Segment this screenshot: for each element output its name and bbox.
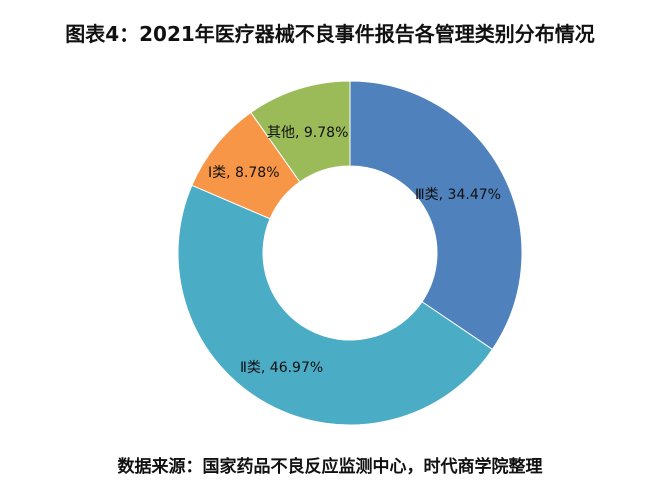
donut-slice-1 xyxy=(349,80,523,351)
data-label-4: 其他, 9.78% xyxy=(267,125,348,141)
chart-title: 图表4：2021年医疗器械不良事件报告各管理类别分布情况 xyxy=(65,22,595,46)
label-layer: Ⅲ类, 34.47% Ⅱ类, 46.97% Ⅰ类, 8.78% 其他, 9.78% xyxy=(208,125,501,376)
donut-slice-4 xyxy=(250,80,351,183)
donut-slice-2 xyxy=(177,184,494,426)
data-label-3: Ⅰ类, 8.78% xyxy=(208,165,280,181)
source-note: 数据来源：国家药品不良反应监测中心，时代商学院整理 xyxy=(117,457,543,477)
slice-layer xyxy=(177,80,523,426)
data-label-2: Ⅱ类, 46.97% xyxy=(240,360,323,376)
data-label-1: Ⅲ类, 34.47% xyxy=(415,187,501,203)
